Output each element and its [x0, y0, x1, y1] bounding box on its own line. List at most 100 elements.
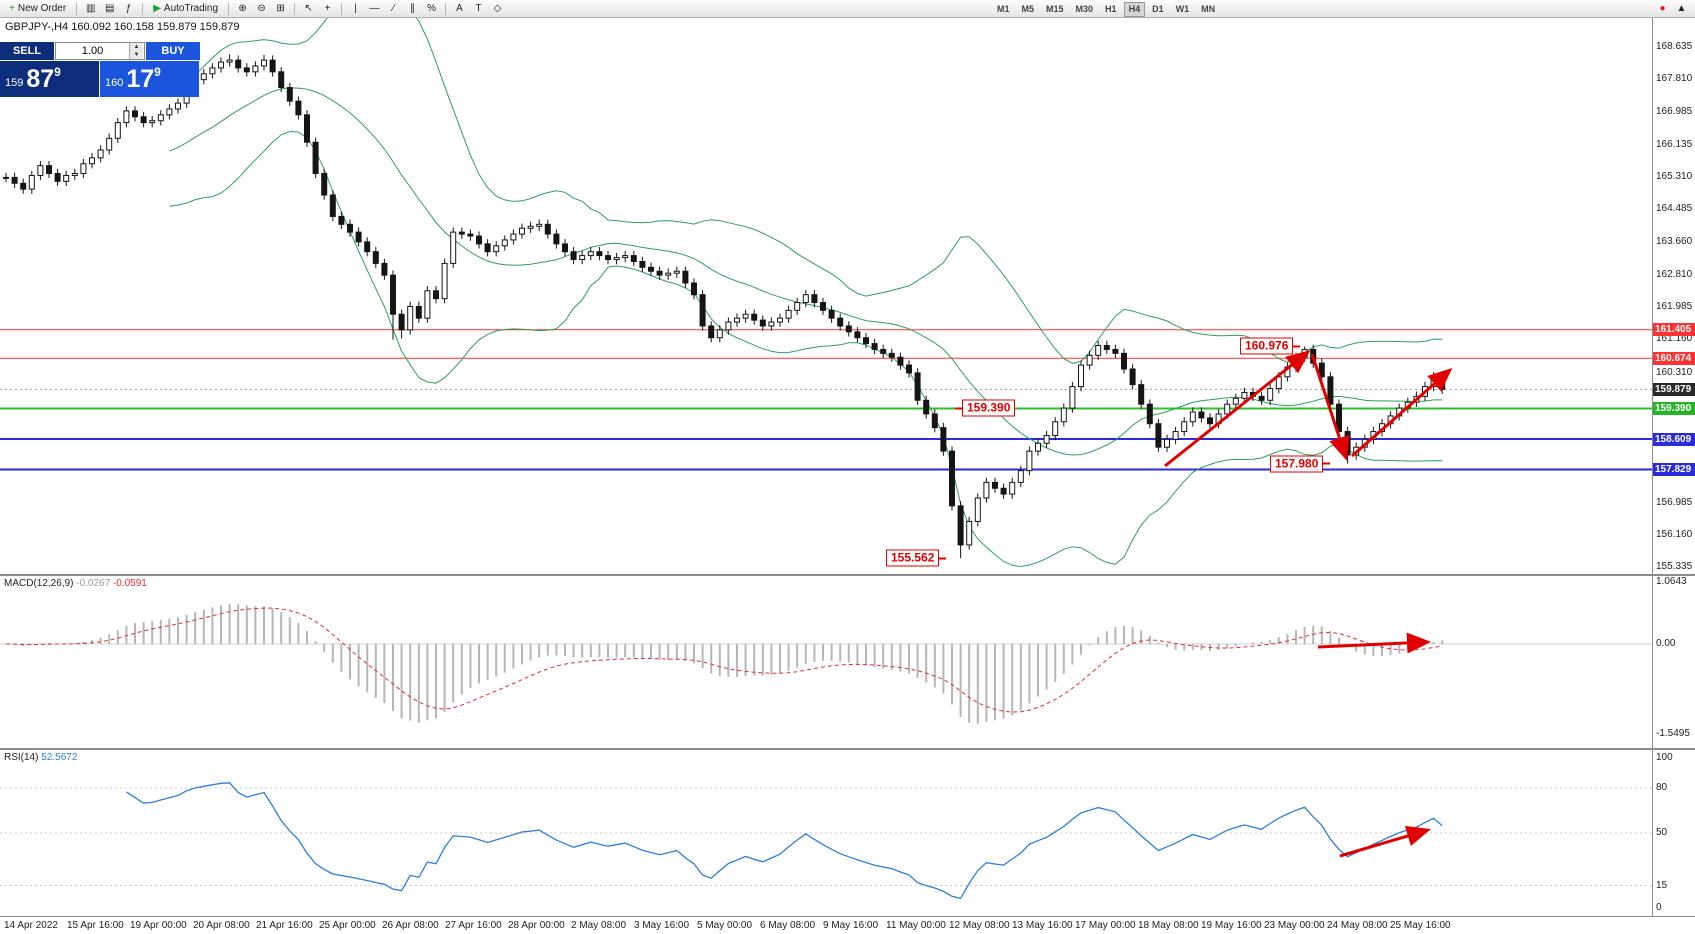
- volume-input[interactable]: [56, 43, 129, 59]
- time-axis-label: 15 Apr 16:00: [67, 920, 124, 931]
- timeframe-h4[interactable]: H4: [1123, 2, 1146, 17]
- text-icon[interactable]: A: [451, 1, 468, 17]
- price-badge: 159.879: [1653, 382, 1695, 396]
- rsi-canvas[interactable]: [0, 750, 1652, 916]
- volume-down-icon[interactable]: ▼: [130, 51, 143, 59]
- buy-button[interactable]: BUY: [146, 42, 200, 60]
- scroll-up-icon[interactable]: ▲: [1673, 1, 1690, 17]
- tile-windows-icon[interactable]: ⊞: [272, 1, 289, 17]
- timeframe-d1[interactable]: D1: [1152, 4, 1164, 14]
- new-order-button[interactable]: + New Order: [4, 1, 71, 17]
- volume-up-icon[interactable]: ▲: [130, 43, 143, 51]
- timeframe-h1[interactable]: H1: [1105, 4, 1117, 14]
- time-axis-label: 24 May 08:00: [1327, 920, 1388, 931]
- one-click-trading-panel: SELL ▲ ▼ BUY 159 87 9 160: [0, 42, 200, 97]
- indicators-icon[interactable]: ƒ: [120, 1, 137, 17]
- equidistant-channel-icon-icon: ∥: [410, 2, 416, 14]
- timeframe-mn[interactable]: MN: [1201, 4, 1216, 14]
- toolbar: + New Order ▥ ▤ ƒ ▶ AutoTrading ⊕ ⊖ ⊞ ↖ + | — ∕ ∥% A T ◇ M…: [0, 0, 1695, 18]
- vertical-line-icon[interactable]: |: [347, 1, 364, 17]
- autotrading-button-label: AutoTrading: [163, 3, 219, 14]
- time-axis-label: 27 Apr 16:00: [445, 920, 502, 931]
- rsi-value: 52.5672: [41, 752, 78, 763]
- price-badge: 158.609: [1653, 432, 1695, 446]
- toolbar-left: + New Order ▥ ▤ ƒ ▶ AutoTrading ⊕ ⊖ ⊞ ↖ + | — ∕ ∥% A T ◇: [4, 1, 506, 17]
- cursor-icon[interactable]: ↖: [300, 1, 317, 17]
- panel-separator[interactable]: [0, 574, 1695, 576]
- equidistant-channel-icon[interactable]: ∥: [404, 1, 421, 17]
- price-scale-label: 156.985: [1656, 496, 1693, 508]
- price-badge: 157.829: [1653, 463, 1695, 476]
- toolbar-separator: [142, 2, 144, 15]
- sell-price[interactable]: 159 87 9: [0, 61, 99, 97]
- crosshair-icon[interactable]: +: [319, 1, 336, 17]
- buy-price-pip: 9: [154, 65, 161, 79]
- autotrading-button[interactable]: ▶ AutoTrading: [148, 1, 223, 17]
- arrows-objects-icon[interactable]: ◇: [489, 1, 506, 17]
- horizontal-line-icon[interactable]: —: [366, 1, 383, 17]
- timeframe-m15[interactable]: M15: [1046, 4, 1064, 14]
- time-axis-label: 12 May 08:00: [949, 920, 1010, 931]
- panel-separator[interactable]: [0, 748, 1695, 750]
- sell-button[interactable]: SELL: [0, 42, 54, 60]
- text-icon-icon: A: [456, 2, 463, 14]
- text-label-icon[interactable]: T: [470, 1, 487, 17]
- rsi-scale-label: 15: [1656, 879, 1668, 891]
- price-annotation: 157.980: [1270, 455, 1331, 473]
- volume-field: ▲ ▼: [55, 42, 145, 60]
- trendline-icon[interactable]: ∕: [385, 1, 402, 17]
- toolbar-separator: [228, 2, 230, 15]
- timeframe-m1[interactable]: M1: [997, 4, 1010, 14]
- macd-canvas[interactable]: [0, 576, 1652, 748]
- profiles-icon[interactable]: ▤: [101, 1, 118, 17]
- macd-scale[interactable]: 1.0643 0.00 -1.5495: [1652, 576, 1695, 748]
- price-scale-label: 166.135: [1656, 138, 1693, 150]
- time-axis-label: 20 Apr 08:00: [193, 920, 250, 931]
- zoom-in-icon[interactable]: ⊕: [234, 1, 251, 17]
- new-order-icon: +: [9, 3, 15, 14]
- toolbar-right: ● ▲: [1654, 0, 1690, 17]
- price-chart-canvas[interactable]: [0, 18, 1652, 574]
- buy-price[interactable]: 160 17 9: [100, 61, 199, 97]
- price-scale-label: 161.160: [1656, 333, 1693, 345]
- time-axis-label: 9 May 16:00: [823, 920, 879, 931]
- toolbar-separator: [341, 2, 343, 15]
- macd-scale-label: -1.5495: [1656, 728, 1690, 740]
- timeframe-m5[interactable]: M5: [1021, 4, 1035, 14]
- macd-main-value: -0.0267: [76, 578, 111, 589]
- zoom-in-icon-icon: ⊕: [238, 2, 247, 14]
- zoom-out-icon[interactable]: ⊖: [253, 1, 270, 17]
- timeframe-w1[interactable]: W1: [1175, 4, 1190, 14]
- arrows-objects-icon-icon: ◇: [493, 2, 502, 14]
- crosshair-icon-icon: +: [324, 2, 331, 14]
- price-scale-label: 160.310: [1656, 366, 1693, 378]
- candlestick-series: [3, 54, 1446, 559]
- price-badge: 159.390: [1653, 401, 1695, 415]
- time-axis-label: 6 May 08:00: [760, 920, 816, 931]
- autotrading-icon: ▶: [153, 3, 161, 14]
- fibonacci-icon[interactable]: %: [423, 1, 440, 17]
- time-axis-label: 25 Apr 00:00: [319, 920, 376, 931]
- new-order-button-label: New Order: [17, 3, 67, 14]
- horizontal-line-icon-icon: —: [369, 2, 380, 14]
- scroll-up-icon-icon: ▲: [1676, 2, 1687, 14]
- bollinger-middle-line: [169, 87, 1443, 456]
- toolbar-separator: [445, 2, 447, 15]
- price-scale-label: 163.660: [1656, 235, 1693, 247]
- rsi-scale-label: 50: [1656, 827, 1668, 838]
- price-annotation: 159.390: [954, 399, 1016, 417]
- time-axis-label: 28 Apr 00:00: [508, 920, 565, 931]
- record-icon[interactable]: ●: [1654, 1, 1671, 17]
- rsi-panel: RSI(14) 52.5672 100 80 50 15 0: [0, 750, 1695, 916]
- time-axis-label: 17 May 00:00: [1075, 920, 1136, 931]
- macd-name: MACD(12,26,9): [4, 578, 74, 589]
- timeframe-m30[interactable]: M30: [1075, 4, 1094, 14]
- cursor-icon-icon: ↖: [304, 2, 313, 14]
- macd-histogram: [13, 603, 1444, 724]
- time-axis-label: 19 Apr 00:00: [130, 920, 187, 931]
- time-axis[interactable]: 14 Apr 2022 15 Apr 16:00 19 Apr 00:00 20 Ap…: [0, 916, 1695, 934]
- rsi-scale[interactable]: 100 80 50 15 0: [1652, 750, 1695, 916]
- charts-grid-icon[interactable]: ▥: [82, 1, 99, 17]
- main-price-scale[interactable]: 168.635 167.810 166.985 166.135 165.310 164.4…: [1652, 18, 1695, 574]
- sell-price-big: 87: [26, 65, 55, 93]
